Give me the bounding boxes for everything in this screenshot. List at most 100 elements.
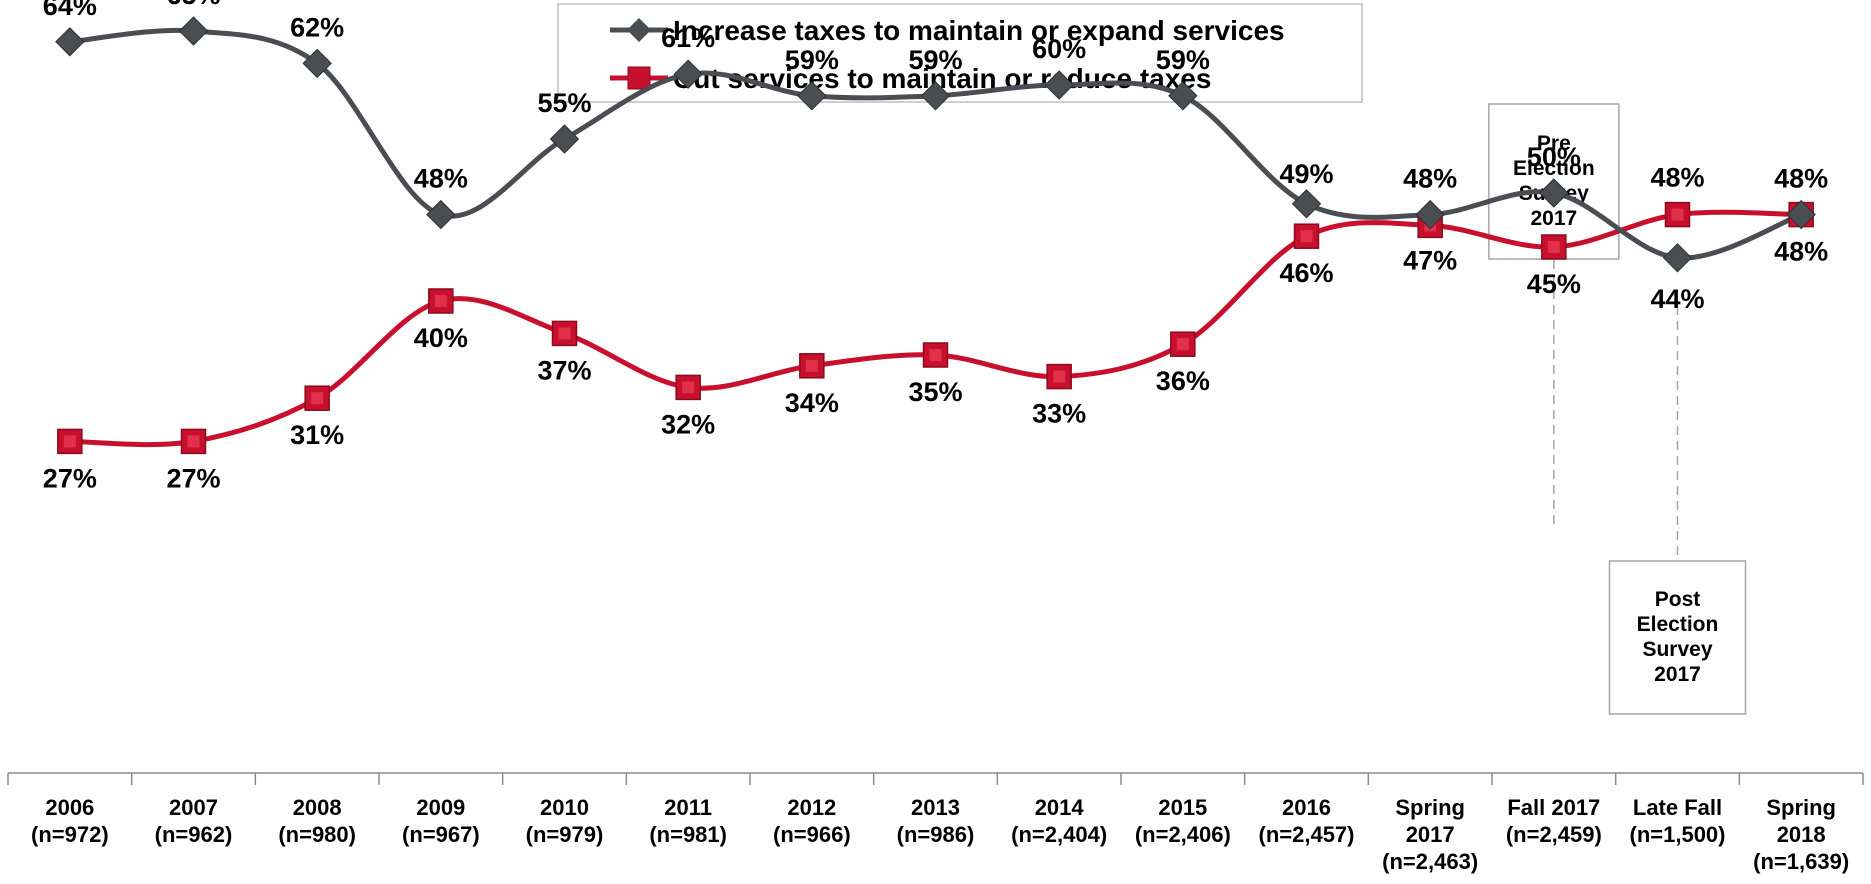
data-label-cut-services: 31% [290,420,344,450]
data-point-increase-taxes [1291,189,1322,219]
data-label-increase-taxes: 48% [414,164,468,194]
data-point-increase-taxes [920,81,951,111]
data-label-cut-services: 46% [1279,258,1333,288]
x-tick-label: (n=967) [402,822,480,847]
data-label-increase-taxes: 65% [166,0,220,10]
x-tick-label: (n=972) [31,822,109,847]
x-tick-label: Fall 2017 [1507,795,1600,820]
data-point-highlight [311,392,324,405]
data-point-increase-taxes [1539,178,1569,208]
data-label-cut-services: 36% [1156,366,1210,396]
x-tick-label: 2012 [787,795,836,820]
x-tick-label: (n=966) [773,822,851,847]
data-label-cut-services: 34% [785,388,839,418]
data-point-highlight [1547,241,1560,253]
data-point-increase-taxes [302,48,332,79]
data-point-highlight [929,349,942,361]
x-tick-label: 2014 [1035,795,1085,820]
data-point-increase-taxes [797,81,827,111]
x-tick-label: 2016 [1282,795,1331,820]
data-labels: 64% 65% 62% 48% 55% 61% 59% 59% 60% 59% 49% 48% 50% 4… [43,0,1828,493]
data-label-increase-taxes: 62% [290,12,344,42]
data-label-cut-services: 48% [1774,237,1828,267]
data-point-highlight [434,295,447,307]
data-label-increase-taxes: 60% [1032,34,1086,64]
x-tick-label: 2017 [1406,822,1455,847]
data-label-increase-taxes: 59% [785,45,839,75]
x-tick-label: (n=2,406) [1135,822,1231,847]
data-label-cut-services: 37% [537,355,591,385]
x-tick-label: (n=2,463) [1382,849,1478,874]
data-label-cut-services: 27% [43,463,97,493]
data-point-increase-taxes [178,16,209,46]
data-point-increase-taxes [1786,199,1816,230]
x-tick-label: 2013 [911,795,960,820]
data-point-highlight [1300,230,1313,243]
annotations: PreElectionSurvey2017PostElectionSurvey2… [1488,103,1747,715]
x-tick-label: 2007 [169,795,218,820]
legend-label-increase-taxes: Increase taxes to maintain or expand ser… [673,15,1285,46]
data-label-cut-services: 47% [1403,245,1457,275]
annotation-text: Election [1513,157,1595,180]
x-tick-label: (n=2,404) [1011,822,1107,847]
x-tick-label: 2009 [416,795,465,820]
data-point-cut-services [675,374,701,401]
data-point-highlight [558,327,571,340]
data-point-highlight [1176,338,1189,351]
data-point-increase-taxes [673,59,703,89]
data-label-increase-taxes: 50% [1527,142,1581,172]
annotation-text: 2017 [1530,207,1577,230]
data-point-cut-services [922,342,949,368]
data-label-cut-services: 33% [1032,399,1086,429]
x-tick-label: 2011 [664,795,712,820]
data-label-increase-taxes: 48% [1774,164,1828,194]
data-label-increase-taxes: 61% [661,23,715,53]
annotation-text: Post [1655,588,1701,611]
data-point-increase-taxes [1044,70,1074,100]
x-tick-label: (n=980) [278,822,356,847]
data-label-increase-taxes: 48% [1403,164,1457,194]
data-label-increase-taxes: 55% [537,88,591,118]
annotation-text: 2017 [1654,663,1701,686]
data-label-cut-services: 40% [414,323,468,353]
data-label-increase-taxes: 49% [1279,159,1333,189]
annotation-text: Election [1637,613,1719,636]
data-label-cut-services: 35% [908,377,962,407]
legend-square-marker [627,66,651,90]
legend-diamond-marker [627,18,651,42]
legend: Increase taxes to maintain or expand ser… [557,3,1363,103]
annotation-text: Pre [1537,132,1571,155]
annotation-box-post-election [1608,560,1747,715]
data-point-increase-taxes [426,199,456,230]
annotation-text: Survey [1642,638,1712,661]
data-label-increase-taxes: 44% [1650,284,1704,314]
x-tick-label: 2006 [45,795,94,820]
x-tick-label: (n=981) [649,822,727,847]
x-tick-label: (n=1,500) [1630,822,1726,847]
data-point-increase-taxes [1168,81,1198,111]
data-label-cut-services: 45% [1527,269,1581,299]
x-tick-label: (n=2,457) [1259,822,1355,847]
data-point-highlight [63,435,76,448]
data-point-highlight [187,435,200,448]
data-point-increase-taxes [1415,199,1445,230]
data-point-increase-taxes [55,27,85,57]
x-tick-label: Spring [1395,795,1465,820]
x-axis: 2006(n=972)2007(n=962)2008(n=980)2009(n=… [7,772,1864,874]
x-tick-label: 2018 [1777,822,1826,847]
data-label-cut-services: 27% [166,463,220,493]
data-label-cut-services: 48% [1650,163,1704,193]
data-label-cut-services: 32% [661,409,715,439]
x-tick-label: 2015 [1158,795,1207,820]
data-label-increase-taxes: 59% [908,45,962,75]
x-tick-label: (n=979) [526,822,604,847]
data-point-cut-services [304,385,330,411]
x-tick-label: (n=2,459) [1506,822,1602,847]
data-label-increase-taxes: 64% [43,0,97,21]
data-point-highlight [805,359,818,372]
data-point-highlight [1671,208,1684,221]
data-point-highlight [1053,370,1066,383]
x-tick-label: 2010 [540,795,589,820]
x-tick-label: Late Fall [1633,795,1722,820]
